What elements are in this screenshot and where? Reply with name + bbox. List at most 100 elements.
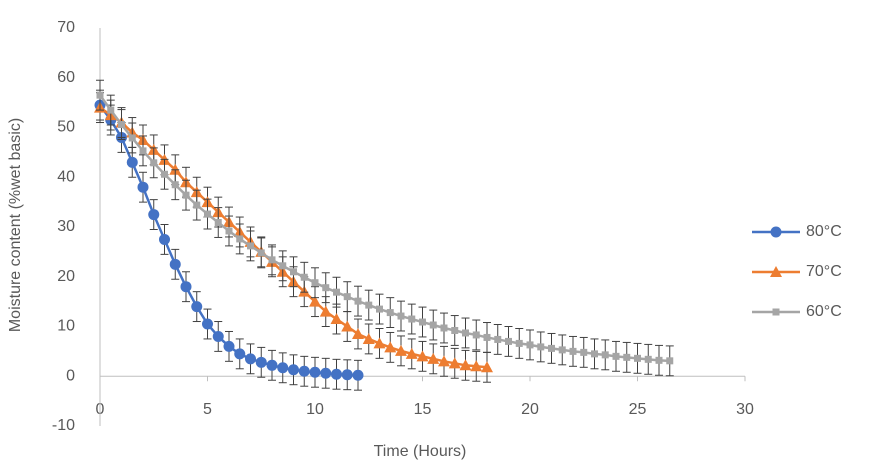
data-point [331, 368, 342, 380]
data-point [341, 369, 353, 381]
data-point [234, 348, 246, 360]
x-tick-label: 25 [629, 401, 647, 418]
data-point [470, 360, 483, 372]
data-point [354, 297, 362, 305]
legend-label: 70°C [806, 263, 842, 280]
data-point [311, 279, 319, 287]
legend-marker [772, 308, 780, 316]
y-tick-label: 0 [66, 367, 75, 384]
y-tick-label: -10 [52, 417, 75, 434]
data-point [126, 156, 138, 168]
x-tick-label: 20 [521, 401, 539, 418]
y-tick-label: 60 [57, 69, 75, 86]
data-point [159, 233, 170, 245]
data-point [526, 341, 534, 349]
data-point [483, 333, 491, 341]
data-point [320, 367, 332, 379]
data-point [558, 346, 566, 354]
data-point [548, 344, 555, 352]
y-tick-label: 50 [57, 119, 75, 136]
x-tick-label: 30 [736, 401, 754, 418]
data-point [408, 315, 416, 323]
x-tick-label: 15 [414, 401, 432, 418]
data-point [395, 344, 407, 356]
data-point [481, 361, 493, 373]
data-point [223, 340, 235, 352]
data-point [255, 356, 267, 368]
data-point [214, 219, 222, 227]
data-point [341, 320, 354, 332]
legend-label: 80°C [806, 223, 842, 240]
data-point [319, 305, 332, 317]
data-point [204, 210, 211, 218]
data-point [601, 351, 609, 359]
data-point [405, 347, 418, 359]
data-point [634, 354, 641, 362]
data-point [505, 337, 512, 345]
data-point [580, 348, 588, 356]
data-point [171, 181, 179, 189]
data-point [96, 91, 104, 99]
data-point [429, 321, 437, 329]
data-point [352, 327, 364, 339]
data-point [451, 326, 459, 334]
data-point [427, 352, 440, 364]
data-point [169, 258, 181, 270]
data-point [515, 339, 523, 347]
data-point [376, 305, 383, 313]
data-point [459, 359, 472, 371]
data-point [655, 356, 663, 364]
data-point [247, 242, 254, 250]
data-point [352, 369, 364, 381]
y-axis-title: Moisture content (%wet basic) [7, 118, 24, 332]
data-point [309, 295, 321, 307]
data-point [182, 191, 190, 199]
data-point [290, 268, 297, 276]
legend-marker [770, 226, 782, 238]
data-point [373, 337, 386, 349]
data-point [225, 227, 233, 235]
data-point [298, 365, 310, 377]
data-point [343, 293, 351, 301]
data-point [202, 318, 213, 330]
data-point [644, 355, 652, 363]
data-point [666, 357, 674, 365]
data-point [438, 355, 450, 367]
legend-label: 60°C [806, 303, 842, 320]
data-point [330, 313, 343, 325]
data-point [309, 366, 321, 378]
data-point [245, 353, 256, 365]
data-point [416, 350, 429, 362]
data-point [612, 352, 620, 360]
data-point [236, 235, 244, 243]
data-point [362, 332, 375, 344]
data-point [591, 350, 598, 358]
data-point [494, 335, 502, 343]
data-point [150, 159, 158, 167]
data-point [623, 353, 631, 361]
data-point [537, 343, 545, 351]
data-point [212, 330, 224, 342]
series [96, 79, 674, 377]
data-point [448, 357, 461, 369]
data-point [266, 359, 278, 371]
data-point [300, 273, 308, 281]
data-point [139, 147, 147, 155]
data-point [148, 209, 160, 221]
data-point [161, 170, 168, 178]
data-point [462, 329, 469, 337]
data-point [268, 256, 276, 264]
data-point [386, 309, 394, 317]
x-tick-label: 5 [203, 401, 212, 418]
y-tick-label: 30 [57, 218, 75, 235]
data-point [365, 301, 373, 309]
legend-marker [770, 266, 782, 277]
x-axis-title: Time (Hours) [374, 443, 467, 460]
data-point [257, 249, 265, 257]
data-point [180, 281, 192, 293]
data-point [384, 341, 397, 353]
data-point [569, 347, 577, 355]
y-tick-label: 70 [57, 19, 75, 36]
data-point [277, 362, 289, 374]
